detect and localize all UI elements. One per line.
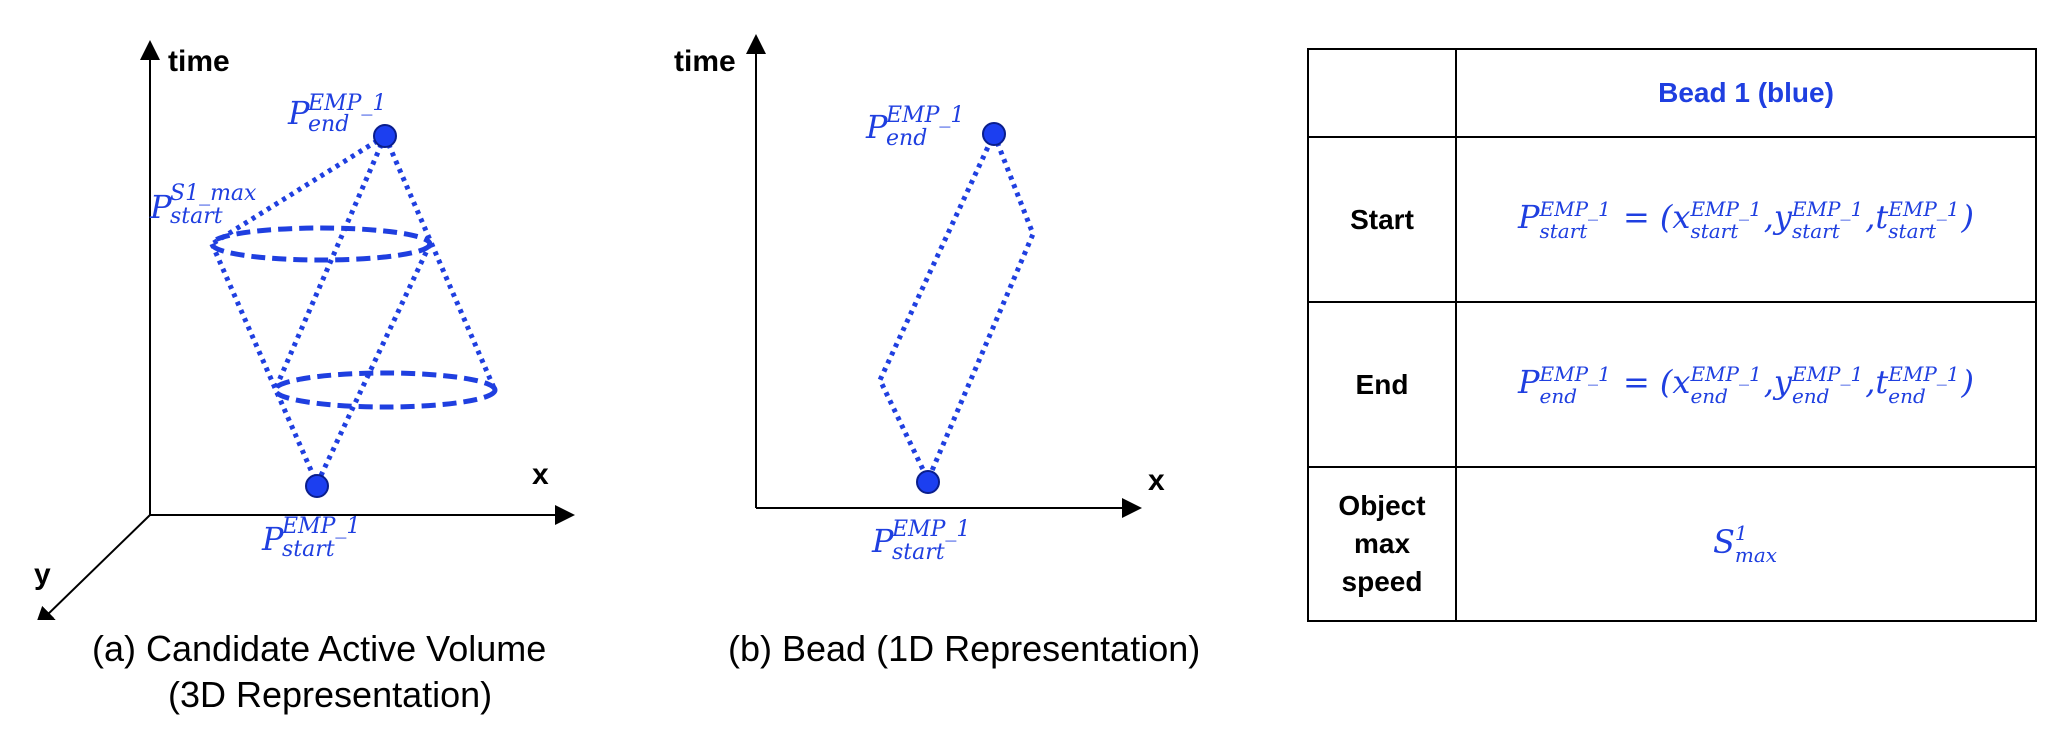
- row-end-label: End: [1307, 301, 1457, 468]
- volume-diagram: time x y P EMP_1 end P S1_max start P EM…: [34, 40, 575, 627]
- end-point-label: P EMP_1 end: [287, 91, 386, 137]
- svg-text:EMP_1: EMP_1: [885, 103, 964, 128]
- bead-table: Bead 1 (blue) Start P EMP_1 start = (x EMP_…: [1307, 48, 2037, 622]
- panel-bead: time x P EMP_1 end P EMP_1 start: [640, 0, 1280, 736]
- row-start-value: P EMP_1 start = (x EMP_1 start ,y EMP_1 start ,t…: [1455, 136, 2037, 303]
- lower-ellipse: [272, 370, 498, 410]
- header-empty-cell: [1307, 48, 1457, 138]
- svg-text:P: P: [149, 188, 172, 226]
- svg-text:end: end: [886, 126, 927, 151]
- header-bead-cell: Bead 1 (blue): [1455, 48, 2037, 138]
- volume-edges: [209, 133, 497, 486]
- x-axis-label: x: [1148, 464, 1165, 497]
- table-header-row: Bead 1 (blue): [1307, 48, 2037, 138]
- caption-a: (a) Candidate Active Volume (3D Represen…: [92, 626, 546, 718]
- svg-text:end: end: [308, 112, 349, 137]
- svg-text:P: P: [287, 94, 310, 132]
- end-point: [373, 124, 397, 148]
- svg-text:start: start: [892, 540, 945, 565]
- upper-ellipse: [209, 225, 433, 263]
- start-point: [305, 474, 329, 498]
- panel-3d-volume: time x y P EMP_1 end P S1_max start P EM…: [0, 0, 640, 736]
- row-start-label: Start: [1307, 136, 1457, 303]
- svg-text:P: P: [871, 522, 894, 560]
- start-point-label: P EMP_1 start: [871, 517, 970, 565]
- svg-text:P: P: [865, 108, 888, 146]
- svg-text:S1_max: S1_max: [170, 181, 257, 206]
- y-axis-label: y: [34, 558, 51, 591]
- svg-text:EMP_1: EMP_1: [281, 514, 360, 539]
- end-point: [982, 122, 1006, 146]
- time-axis-label: time: [168, 45, 230, 78]
- bead-outline: [877, 127, 1036, 487]
- caption-a-line2: (3D Representation): [168, 674, 493, 715]
- svg-text:start: start: [282, 537, 335, 562]
- bead-diagram: time x P EMP_1 end P EMP_1 start: [674, 34, 1165, 565]
- end-point-label: P EMP_1 end: [865, 103, 964, 151]
- row-speed-value: S 1 max: [1455, 466, 2037, 622]
- time-axis-label: time: [674, 45, 736, 78]
- table-row-speed: Object max speed S 1 max: [1307, 466, 2037, 622]
- s1-max-label: P S1_max start: [149, 181, 257, 229]
- caption-b: (b) Bead (1D Representation): [728, 628, 1201, 669]
- svg-text:P: P: [261, 520, 284, 558]
- x-axis-label: x: [532, 458, 549, 491]
- row-speed-label: Object max speed: [1307, 466, 1457, 622]
- caption-a-line1: (a) Candidate Active Volume: [92, 628, 547, 669]
- table-row-end: End P EMP_1 end = (x EMP_1 end ,y EMP_1 end ,t EM…: [1307, 301, 2037, 468]
- start-point: [916, 470, 940, 494]
- svg-text:EMP_1: EMP_1: [307, 91, 386, 116]
- y-axis: [34, 514, 151, 627]
- svg-text:start: start: [170, 204, 223, 229]
- svg-text:EMP_1: EMP_1: [891, 517, 970, 542]
- row-end-value: P EMP_1 end = (x EMP_1 end ,y EMP_1 end ,t EMP_1 e…: [1455, 301, 2037, 468]
- table-row-start: Start P EMP_1 start = (x EMP_1 start ,y EMP_1 s…: [1307, 136, 2037, 303]
- start-point-label: P EMP_1 start: [261, 514, 360, 562]
